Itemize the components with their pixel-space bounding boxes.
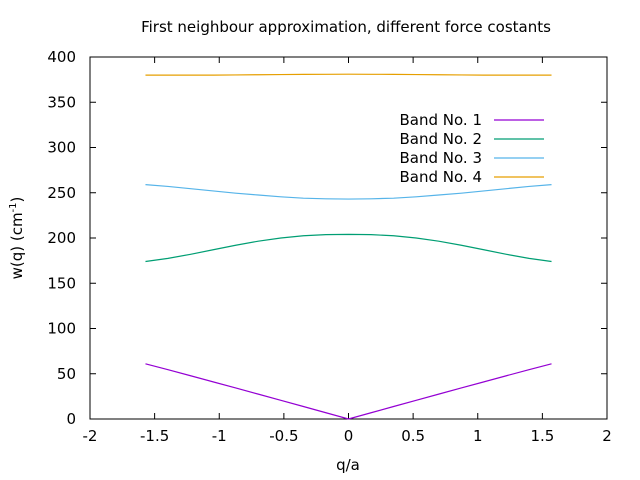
- series-layer: [145, 73, 552, 420]
- y-tick-label: 300: [47, 139, 76, 157]
- legend-label-band-2: Band No. 2: [400, 130, 483, 148]
- x-tick-label: 0.5: [401, 427, 425, 445]
- y-tick-label: 150: [47, 274, 76, 292]
- legend-label-band-3: Band No. 3: [400, 149, 483, 167]
- y-tick-label: 350: [47, 93, 76, 111]
- series-line-band-4: [145, 73, 552, 76]
- y-axis-label: w(q) (cm-1): [8, 197, 26, 280]
- y-tick-label: 200: [47, 229, 76, 247]
- x-tick-label: -1: [212, 427, 227, 445]
- legend-label-band-1: Band No. 1: [400, 111, 483, 129]
- x-tick-label: 1.5: [530, 427, 554, 445]
- x-axis-label: q/a: [336, 456, 360, 474]
- y-axis-label-superscript: -1: [8, 202, 19, 212]
- y-tick-label: 50: [57, 365, 76, 383]
- series-line-band-2: [145, 233, 552, 263]
- y-tick-label: 400: [47, 48, 76, 66]
- series-line-band-3: [145, 184, 552, 200]
- chart-title: First neighbour approximation, different…: [141, 18, 551, 36]
- axis-ticks: -2 -1.5 -1 -0.5 0 0.5 1 1.5 2 0 50 100 150 200 250 300 3…: [47, 48, 611, 445]
- x-tick-label: -1.5: [140, 427, 169, 445]
- x-tick-label: -0.5: [269, 427, 298, 445]
- y-tick-label: 250: [47, 184, 76, 202]
- series-line-band-1: [145, 363, 552, 420]
- x-tick-label: 0: [344, 427, 354, 445]
- plot-frame: [89, 56, 608, 420]
- x-tick-label: 1: [473, 427, 483, 445]
- x-tick-label: -2: [83, 427, 98, 445]
- x-tick-label: 2: [602, 427, 612, 445]
- legend-label-band-4: Band No. 4: [400, 168, 483, 186]
- y-tick-label: 100: [47, 320, 76, 338]
- y-tick-label: 0: [66, 410, 76, 428]
